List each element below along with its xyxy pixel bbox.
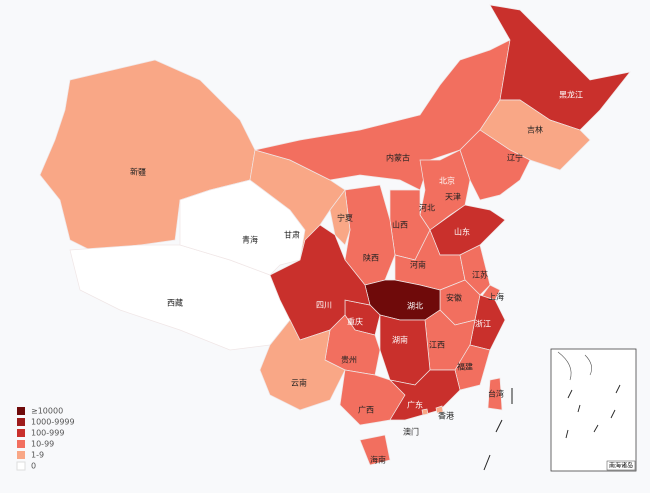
province-label: 宁夏 xyxy=(337,213,353,223)
province-label: 内蒙古 xyxy=(386,153,410,163)
province xyxy=(359,434,391,466)
province-label: 江西 xyxy=(429,341,445,350)
legend-label: 1000-9999 xyxy=(31,418,75,427)
legend-label: 0 xyxy=(31,462,36,471)
province-label: 贵州 xyxy=(341,355,357,365)
legend-swatch xyxy=(17,429,25,437)
legend-swatch xyxy=(17,407,25,415)
province-label: 河南 xyxy=(410,260,426,270)
province-label: 重庆 xyxy=(347,317,363,327)
province-label: 江苏 xyxy=(472,270,488,280)
province-label: 青海 xyxy=(242,235,258,245)
province-label: 北京 xyxy=(439,176,455,186)
province xyxy=(489,4,631,131)
province-label: 吉林 xyxy=(527,125,543,135)
legend-label: ≥10000 xyxy=(31,407,63,416)
province-label: 辽宁 xyxy=(507,153,523,163)
province-label: 云南 xyxy=(291,378,307,388)
province-label: 安徽 xyxy=(446,293,462,303)
legend-label: 10-99 xyxy=(31,440,54,449)
province xyxy=(39,59,256,251)
province-label: 天津 xyxy=(445,192,461,202)
province-label: 湖南 xyxy=(392,335,408,345)
south-sea-inset: 南海诸岛 xyxy=(550,348,637,472)
province-label: 黑龙江 xyxy=(559,90,583,100)
province-label: 四川 xyxy=(316,301,332,310)
province-label: 西藏 xyxy=(167,298,183,308)
province-label: 新疆 xyxy=(130,167,146,177)
province-label: 福建 xyxy=(457,362,473,372)
legend-label: 1-9 xyxy=(31,451,44,460)
province-label: 湖北 xyxy=(407,302,423,311)
province-label: 山西 xyxy=(392,220,408,230)
province-label: 香港 xyxy=(438,411,454,421)
province-label: 上海 xyxy=(488,292,504,302)
province-label: 甘肃 xyxy=(284,230,300,240)
province-label: 山东 xyxy=(454,227,470,237)
legend-swatch xyxy=(16,461,26,471)
province-label: 广西 xyxy=(358,405,374,415)
province-label: 海南 xyxy=(370,455,386,465)
legend-swatch xyxy=(17,440,25,448)
province-label: 河北 xyxy=(419,203,435,213)
province xyxy=(379,314,431,386)
legend-label: 100-999 xyxy=(31,429,64,438)
province-label: 浙江 xyxy=(475,319,491,329)
legend: ≥10000 1000-9999 100-999 10-99 1-9 0 xyxy=(16,407,75,471)
province xyxy=(329,189,351,246)
legend-swatch xyxy=(17,418,25,426)
province xyxy=(435,405,444,414)
province-label: 广东 xyxy=(407,400,423,410)
legend-swatch xyxy=(17,451,25,459)
province-label: 陕西 xyxy=(363,253,379,263)
province-label: 澳门 xyxy=(403,427,419,437)
province xyxy=(421,408,429,416)
provinces xyxy=(39,4,631,466)
province xyxy=(487,377,503,411)
inset-label: 南海诸岛 xyxy=(609,462,633,470)
province-label: 台湾 xyxy=(488,389,504,399)
